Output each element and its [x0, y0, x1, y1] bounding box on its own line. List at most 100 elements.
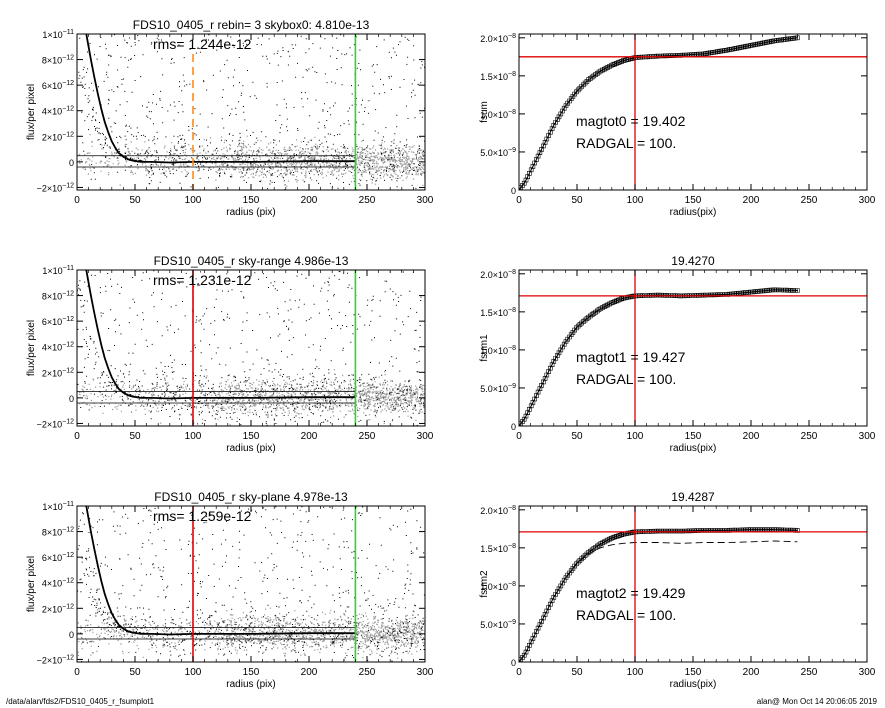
flux1-xtick-label-5: 250	[359, 195, 376, 206]
chart-flux3: rms= 1.259e-12 0 50 100 150 200 250 300 −2×10−12…	[26, 490, 434, 690]
flux2-xtick-label-5: 250	[359, 431, 376, 442]
flux1-xlabel: radius (pix)	[226, 207, 275, 218]
flux2-ytick-label-5: 8×10−12	[42, 291, 74, 302]
fsum2-xtick-label-6: 300	[859, 667, 876, 678]
flux2-ylabel: flux/per pixel	[26, 320, 37, 376]
footer-file-path: /data/alan/fds2/FDS10_0405_r_fsumplot1	[6, 697, 155, 706]
fsum1-xtick-label-2: 100	[627, 431, 644, 442]
flux1-xtick-label-3: 150	[243, 195, 260, 206]
fsum2-ytick-label-4: 2.0×10−8	[480, 505, 516, 516]
fsum2-title: 19.4287	[671, 490, 715, 504]
flux1-ytick-label-3: 4×10−12	[42, 106, 74, 117]
fsum0-annotation-0: magtot0 = 19.402	[576, 113, 686, 129]
flux2-xtick-label-3: 150	[243, 431, 260, 442]
fsum0-xtick-label-1: 50	[571, 195, 583, 206]
flux2-ytick-label-3: 4×10−12	[42, 342, 74, 353]
fsum2-ylabel: fsum2	[479, 570, 490, 598]
fsum2-annotation-0: magtot2 = 19.429	[576, 585, 686, 601]
flux2-xtick-label-2: 100	[185, 431, 202, 442]
flux2-xlabel: radius (pix)	[226, 443, 275, 454]
flux3-xtick-label-4: 200	[301, 667, 318, 678]
flux1-ytick-label-2: 2×10−12	[42, 131, 74, 142]
flux1-profile-line	[85, 34, 356, 164]
fsum2-ytick-label-3: 1.5×10−8	[480, 543, 516, 554]
flux1-xtick-label-6: 300	[417, 195, 434, 206]
flux2-galaxy-points	[77, 270, 425, 426]
flux2-title: FDS10_0405_r sky-range 4.986e-13	[154, 254, 349, 268]
fsum1-xtick-label-6: 300	[859, 431, 876, 442]
fsum0-annotation-1: RADGAL = 100.	[576, 135, 676, 151]
fsum1-ytick-label-3: 1.5×10−8	[480, 307, 516, 318]
flux1-ytick-label-6: 1×10−11	[42, 29, 74, 40]
fsum2-xtick-label-0: 0	[516, 667, 522, 678]
fsum0-xtick-label-4: 200	[743, 195, 760, 206]
fsum1-xtick-label-4: 200	[743, 431, 760, 442]
fsum1-xtick-label-5: 250	[801, 431, 818, 442]
fsum0-xtick-label-5: 250	[801, 195, 818, 206]
chart-fsum0: magtot0 = 19.402 RADGAL = 100. 0 50 100 150 20…	[479, 33, 876, 218]
fsum0-ytick-label-2: 1.0×10−8	[480, 109, 516, 120]
flux3-title: FDS10_0405_r sky-plane 4.978e-13	[154, 490, 348, 504]
chart-fsum2: magtot2 = 19.429 RADGAL = 100. 0 50 100 150 20…	[479, 490, 876, 690]
fsum1-xtick-label-0: 0	[516, 431, 522, 442]
flux3-plot-area	[77, 506, 425, 662]
fsum2-xlabel: radius(pix)	[670, 679, 717, 690]
flux3-xtick-label-6: 300	[417, 667, 434, 678]
fsum2-xtick-label-3: 150	[685, 667, 702, 678]
flux1-ylabel: flux/per pixel	[26, 84, 37, 140]
fsum2-dashed-curve	[565, 540, 798, 579]
flux2-plot-area	[77, 270, 425, 426]
flux1-xtick-label-4: 200	[301, 195, 318, 206]
flux2-ytick-label-0: −2×10−12	[37, 418, 75, 429]
flux3-ytick-label-5: 8×10−12	[42, 527, 74, 538]
fsum1-xlabel: radius(pix)	[670, 443, 717, 454]
fsum0-xtick-label-0: 0	[516, 195, 522, 206]
flux2-ytick-label-1: 0	[69, 394, 74, 404]
fsum2-xtick-label-4: 200	[743, 667, 760, 678]
flux3-xtick-label-2: 100	[185, 667, 202, 678]
flux1-ytick-label-4: 6×10−12	[42, 80, 74, 91]
fsum2-xtick-label-2: 100	[627, 667, 644, 678]
flux2-xtick-label-6: 300	[417, 431, 434, 442]
flux3-ytick-label-2: 2×10−12	[42, 603, 74, 614]
fsum0-ytick-label-3: 1.5×10−8	[480, 71, 516, 82]
fsum2-annotation-1: RADGAL = 100.	[576, 607, 676, 623]
flux3-galaxy-points	[77, 506, 425, 662]
fsum0-ylabel: fsum	[479, 101, 490, 123]
flux2-ytick-label-4: 6×10−12	[42, 316, 74, 327]
fsum1-ytick-label-1: 5.0×10−9	[480, 383, 516, 394]
flux3-ytick-label-1: 0	[69, 630, 74, 640]
fsum1-annotation-1: RADGAL = 100.	[576, 371, 676, 387]
flux3-ytick-label-0: −2×10−12	[37, 654, 75, 665]
flux3-xtick-label-1: 50	[129, 667, 141, 678]
fsum0-xtick-label-2: 100	[627, 195, 644, 206]
flux1-ytick-label-1: 0	[69, 158, 74, 168]
fsum0-xtick-label-6: 300	[859, 195, 876, 206]
chart-flux1: rms= 1.244e-12 0 50 100 150 200 250 300 −2×10−12…	[26, 18, 434, 218]
flux1-title: FDS10_0405_r rebin= 3 skybox0: 4.810e-13	[133, 18, 370, 32]
flux3-ylabel: flux/per pixel	[26, 556, 37, 612]
footer-user-timestamp: alan@ Mon Oct 14 20:06:05 2019	[756, 697, 877, 706]
fsum2-ytick-label-1: 5.0×10−9	[480, 619, 516, 630]
chart-fsum1: magtot1 = 19.427 RADGAL = 100. 0 50 100 150 20…	[479, 254, 876, 454]
flux3-xlabel: radius (pix)	[226, 679, 275, 690]
fsum1-xtick-label-3: 150	[685, 431, 702, 442]
fsum0-xlabel: radius(pix)	[670, 207, 717, 218]
fsum0-ytick-label-1: 5.0×10−9	[480, 147, 516, 158]
flux1-rms-label: rms= 1.244e-12	[153, 36, 252, 52]
fsum1-ylabel: fsum1	[479, 334, 490, 362]
fsum2-xtick-label-5: 250	[801, 667, 818, 678]
flux3-ytick-label-3: 4×10−12	[42, 578, 74, 589]
fsum2-xtick-label-1: 50	[571, 667, 583, 678]
fsum1-ytick-label-4: 2.0×10−8	[480, 269, 516, 280]
flux1-ytick-label-5: 8×10−12	[42, 55, 74, 66]
fsum0-ytick-label-0: 0	[511, 186, 516, 196]
fsum0-curve-markers	[519, 35, 800, 190]
fsum2-ytick-label-0: 0	[511, 658, 516, 668]
flux2-xtick-label-4: 200	[301, 431, 318, 442]
fsum0-plot-area	[519, 35, 800, 190]
fsum1-annotation-0: magtot1 = 19.427	[576, 349, 686, 365]
flux2-ytick-label-2: 2×10−12	[42, 367, 74, 378]
fsum0-xtick-label-3: 150	[685, 195, 702, 206]
